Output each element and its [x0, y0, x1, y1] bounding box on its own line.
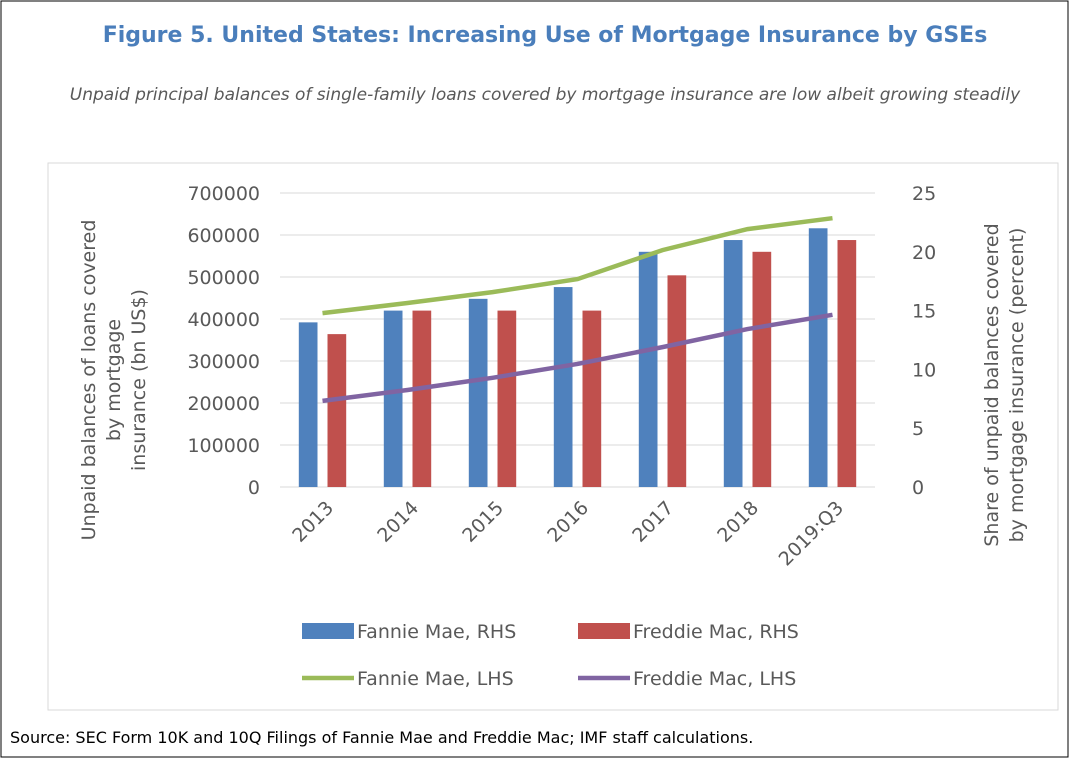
- y2-axis-label: Share of unpaid balances covered by mortg…: [981, 223, 1028, 546]
- y2-tick-label: 25: [912, 183, 936, 205]
- legend-swatch: [302, 623, 354, 639]
- bar: [808, 228, 828, 487]
- chart-title: Figure 5. United States: Increasing Use …: [103, 23, 988, 48]
- x-tick-label: 2014: [373, 497, 423, 547]
- legend-label: Fannie Mae, LHS: [357, 668, 514, 690]
- bar: [327, 334, 347, 487]
- legend-label: Fannie Mae, RHS: [357, 621, 516, 643]
- bar: [383, 310, 403, 487]
- bar: [582, 310, 602, 487]
- x-tick-label: 2013: [288, 497, 338, 547]
- y-axis-label: Unpaid balances of loans covered by mortg…: [78, 220, 150, 541]
- bar: [723, 240, 743, 487]
- y2-axis-label-line: by mortgage insurance (percent): [1006, 228, 1028, 543]
- y2-tick-label: 0: [912, 477, 924, 499]
- source-note: Source: SEC Form 10K and 10Q Filings of …: [10, 728, 753, 747]
- bar: [667, 275, 687, 487]
- y-tick-label: 0: [248, 477, 260, 499]
- legend-label: Freddie Mac, LHS: [633, 668, 796, 690]
- bar: [468, 298, 488, 487]
- y-tick-label: 500000: [187, 267, 260, 289]
- bar: [638, 251, 658, 487]
- chart-subtitle: Unpaid principal balances of single-fami…: [70, 85, 1021, 105]
- y-tick-label: 700000: [187, 183, 260, 205]
- x-tick-label: 2017: [628, 497, 678, 547]
- x-tick-label: 2016: [543, 497, 593, 547]
- chart-border: [47, 162, 1059, 711]
- x-tick-label: 2015: [458, 497, 508, 547]
- line: [322, 215, 833, 316]
- y-tick-label: 100000: [187, 435, 260, 457]
- y-axis-label-line: insurance (bn US$): [128, 289, 150, 471]
- y-axis-label-line: Unpaid balances of loans covered: [78, 220, 100, 541]
- bar: [837, 240, 857, 487]
- y-tick-label: 400000: [187, 309, 260, 331]
- y2-tick-label: 10: [912, 359, 936, 381]
- bar: [298, 322, 318, 487]
- legend-swatch: [578, 623, 630, 639]
- y-tick-label: 200000: [187, 393, 260, 415]
- y-axis-label-line: by mortgage: [103, 319, 125, 441]
- bar: [412, 310, 432, 487]
- legend-label: Freddie Mac, RHS: [633, 621, 799, 643]
- y2-tick-label: 5: [912, 418, 924, 440]
- x-tick-label: 2018: [713, 497, 763, 547]
- y-tick-label: 600000: [187, 225, 260, 247]
- bar: [497, 310, 517, 487]
- y2-tick-label: 15: [912, 301, 936, 323]
- bar: [752, 251, 772, 487]
- y2-tick-label: 20: [912, 242, 936, 264]
- y2-axis-label-line: Share of unpaid balances covered: [981, 223, 1003, 546]
- y-tick-label: 300000: [187, 351, 260, 373]
- line: [322, 312, 833, 404]
- bar: [553, 287, 573, 487]
- x-tick-label: 2019:Q3: [775, 497, 848, 570]
